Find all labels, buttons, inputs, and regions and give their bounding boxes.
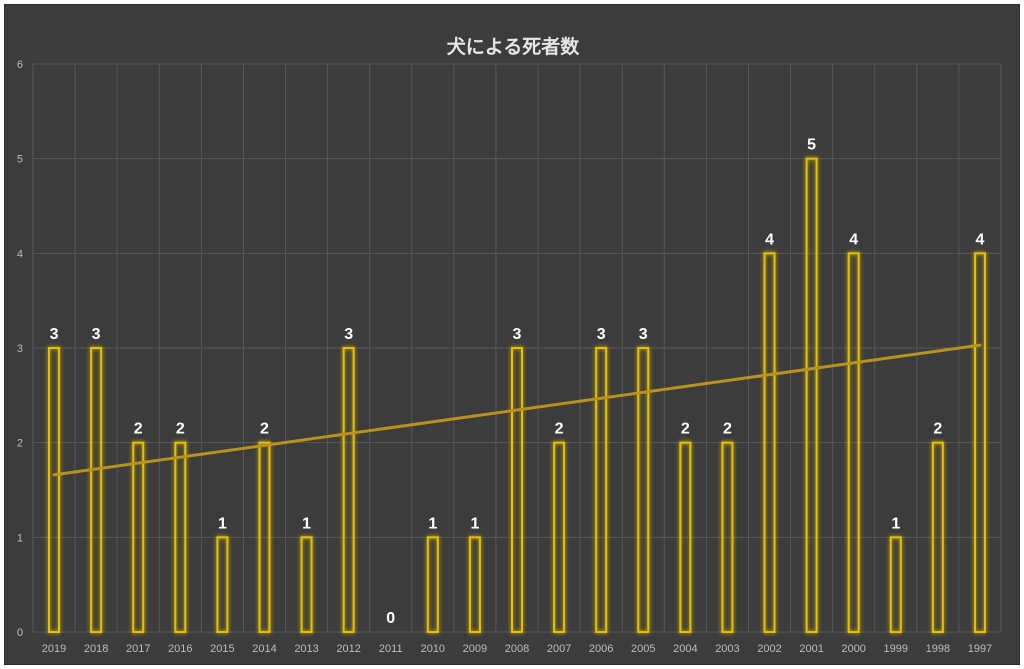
y-tick-label: 4 [17, 248, 23, 260]
x-tick-label: 2012 [336, 643, 360, 655]
x-tick-label: 2011 [379, 643, 403, 655]
data-label: 2 [176, 421, 185, 438]
x-tick-label: 2002 [757, 643, 781, 655]
y-tick-label: 6 [17, 59, 23, 71]
bar [763, 252, 776, 633]
bar [847, 252, 860, 633]
data-label: 2 [134, 421, 143, 438]
x-tick-label: 2004 [673, 643, 697, 655]
bar [679, 441, 692, 633]
bar [595, 347, 608, 633]
y-tick-label: 0 [17, 627, 23, 639]
y-axis-ticks: 0 1 2 3 4 5 6 [17, 59, 23, 639]
x-tick-label: 1998 [926, 643, 950, 655]
x-tick-label: 2015 [210, 643, 234, 655]
x-axis-ticks: 2019 2018 2017 2016 2015 2014 2013 2012 2011 2010… [42, 643, 992, 655]
data-label: 4 [765, 231, 774, 248]
x-tick-label: 2003 [715, 643, 739, 655]
x-tick-label: 2017 [126, 643, 150, 655]
chart-title: 犬による死者数 [447, 35, 580, 58]
data-label: 1 [428, 515, 437, 532]
trendline [52, 343, 982, 477]
x-tick-label: 2016 [168, 643, 192, 655]
data-label: 3 [597, 326, 606, 343]
bar [805, 157, 818, 634]
data-label: 3 [639, 326, 648, 343]
trendline-group [52, 343, 982, 477]
x-tick-label: 2001 [799, 643, 823, 655]
bar [258, 441, 271, 633]
x-tick-label: 2000 [841, 643, 865, 655]
data-label: 3 [513, 326, 522, 343]
bar [931, 441, 944, 633]
x-tick-label: 1997 [968, 643, 992, 655]
bar [889, 536, 902, 633]
bar [637, 347, 650, 633]
bars [48, 157, 986, 634]
bar [426, 536, 439, 633]
data-label: 0 [386, 610, 395, 627]
data-label: 2 [723, 421, 732, 438]
y-tick-label: 3 [17, 343, 23, 355]
data-label: 5 [807, 137, 816, 154]
data-label: 2 [681, 421, 690, 438]
bar [511, 347, 523, 633]
y-tick-label: 2 [17, 438, 23, 450]
x-tick-label: 2008 [505, 643, 529, 655]
bar [216, 536, 229, 633]
data-label: 1 [891, 515, 900, 532]
x-tick-label: 2014 [252, 643, 276, 655]
data-label: 4 [849, 231, 858, 248]
data-label: 1 [302, 515, 311, 532]
data-label: 3 [50, 326, 59, 343]
x-tick-label: 2019 [42, 643, 66, 655]
bar [721, 441, 734, 633]
x-tick-label: 2005 [631, 643, 655, 655]
y-tick-label: 1 [17, 532, 23, 544]
data-label: 3 [344, 326, 353, 343]
gridlines [32, 63, 1002, 633]
data-labels: 3 3 2 2 1 2 1 3 0 1 1 3 2 3 3 2 2 4 5 4 1 2 4 [50, 137, 985, 627]
x-tick-label: 1999 [884, 643, 908, 655]
x-tick-label: 2007 [547, 643, 571, 655]
bar [174, 441, 187, 633]
y-tick-label: 5 [17, 154, 23, 166]
x-tick-label: 2009 [463, 643, 487, 655]
bar [468, 536, 481, 633]
bar [48, 347, 61, 633]
data-label: 1 [470, 515, 479, 532]
x-tick-label: 2018 [84, 643, 108, 655]
x-tick-label: 2010 [421, 643, 445, 655]
data-label: 2 [260, 421, 269, 438]
x-tick-label: 2006 [589, 643, 613, 655]
bar [553, 441, 566, 633]
data-label: 2 [933, 421, 942, 438]
bar [300, 536, 313, 633]
bar [90, 347, 103, 633]
data-label: 2 [555, 421, 564, 438]
data-label: 1 [218, 515, 227, 532]
data-label: 4 [976, 231, 985, 248]
x-tick-label: 2013 [294, 643, 318, 655]
bar [132, 441, 145, 633]
bar [973, 252, 986, 633]
data-label: 3 [92, 326, 101, 343]
bar [342, 347, 355, 633]
